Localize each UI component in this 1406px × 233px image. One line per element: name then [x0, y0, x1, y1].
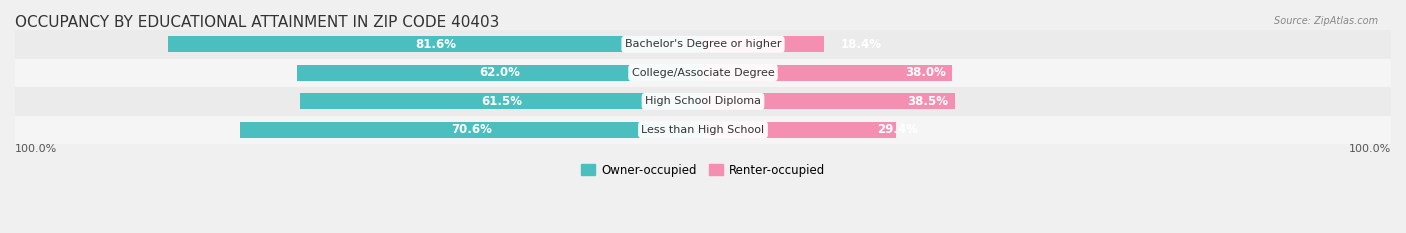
Text: 81.6%: 81.6%: [415, 38, 456, 51]
Text: 38.0%: 38.0%: [905, 66, 946, 79]
Text: College/Associate Degree: College/Associate Degree: [631, 68, 775, 78]
Bar: [15, 116, 1391, 144]
Text: 18.4%: 18.4%: [841, 38, 882, 51]
Bar: [240, 122, 703, 138]
Text: Bachelor's Degree or higher: Bachelor's Degree or higher: [624, 39, 782, 49]
Legend: Owner-occupied, Renter-occupied: Owner-occupied, Renter-occupied: [576, 159, 830, 182]
Bar: [297, 65, 703, 81]
Text: 61.5%: 61.5%: [481, 95, 522, 108]
Bar: [703, 93, 955, 109]
Text: 100.0%: 100.0%: [1348, 144, 1391, 154]
Text: 70.6%: 70.6%: [451, 123, 492, 136]
Bar: [703, 122, 896, 138]
Text: 29.4%: 29.4%: [877, 123, 918, 136]
Text: High School Diploma: High School Diploma: [645, 96, 761, 106]
Text: 62.0%: 62.0%: [479, 66, 520, 79]
Bar: [299, 93, 703, 109]
Text: Less than High School: Less than High School: [641, 125, 765, 135]
Text: Source: ZipAtlas.com: Source: ZipAtlas.com: [1274, 16, 1378, 26]
Text: 38.5%: 38.5%: [907, 95, 948, 108]
Text: OCCUPANCY BY EDUCATIONAL ATTAINMENT IN ZIP CODE 40403: OCCUPANCY BY EDUCATIONAL ATTAINMENT IN Z…: [15, 15, 499, 30]
Bar: [703, 36, 824, 52]
Bar: [15, 58, 1391, 87]
Bar: [169, 36, 703, 52]
Text: 100.0%: 100.0%: [15, 144, 58, 154]
Bar: [15, 30, 1391, 58]
Bar: [15, 87, 1391, 116]
Bar: [703, 65, 952, 81]
